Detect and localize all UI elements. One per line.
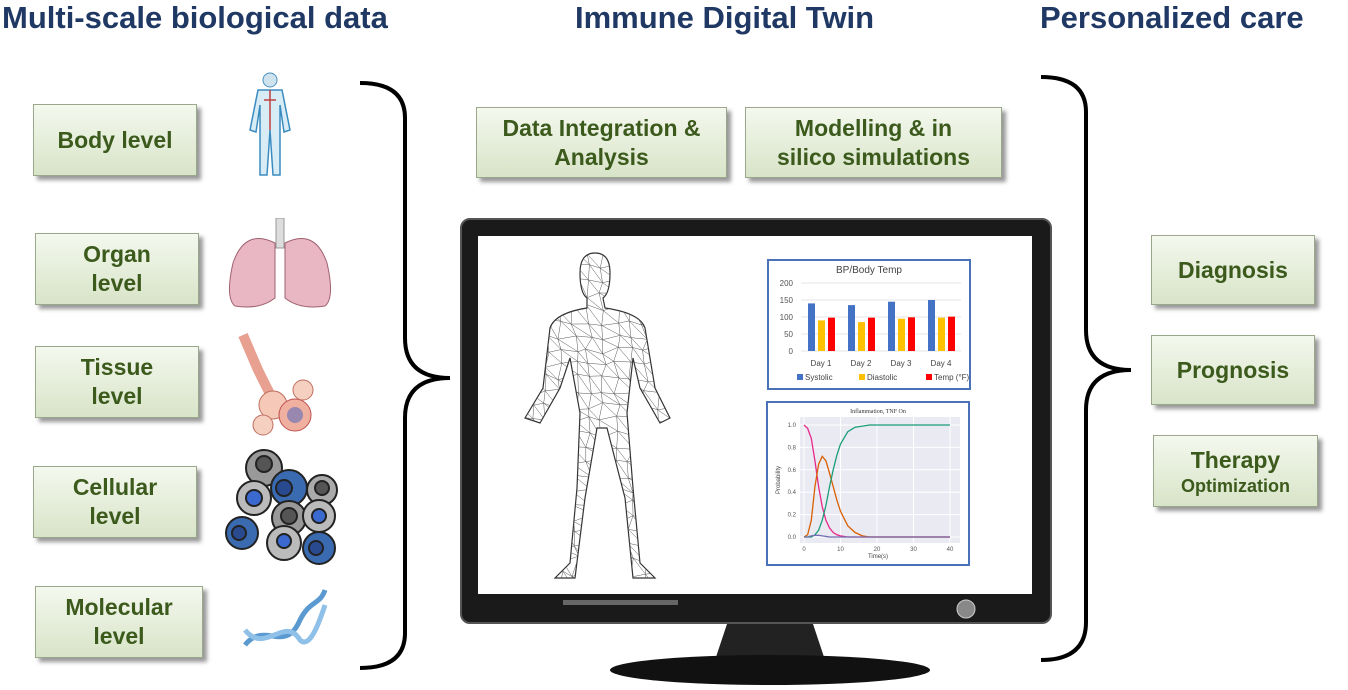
x-tick-label: Day 4 xyxy=(931,359,952,368)
bar-Systolic xyxy=(928,300,935,351)
legend-label: Systolic xyxy=(805,373,833,382)
y-tick-label: 1.0 xyxy=(788,423,797,429)
label: Data Integration & xyxy=(502,114,701,141)
bar-Temp (°F) xyxy=(828,317,835,351)
y-tick-label: 150 xyxy=(780,296,794,305)
title-personalized-care: Personalized care xyxy=(1040,0,1304,35)
bar-Systolic xyxy=(848,305,855,351)
chart-title: BP/Body Temp xyxy=(836,265,902,276)
power-button-icon[interactable] xyxy=(955,598,977,620)
label: Prognosis xyxy=(1176,356,1290,383)
label: Organ xyxy=(83,241,151,267)
dna-icon xyxy=(243,589,328,647)
box-data-integration: Data Integration & Analysis xyxy=(476,107,727,178)
y-tick-label: 100 xyxy=(780,313,794,322)
bar-Temp (°F) xyxy=(868,317,875,351)
line-chart: Inflammation, TNF On 0.0 0.2 0.4 0.6 0.8 1.0 0 1… xyxy=(776,408,960,560)
x-tick-label: 30 xyxy=(910,547,917,553)
label: Cellular xyxy=(72,474,158,500)
title-multiscale: Multi-scale biological data xyxy=(2,0,388,35)
left-brace-icon xyxy=(359,81,451,670)
box-modelling: Modelling & in silico simulations xyxy=(745,107,1002,178)
y-axis-label: Probability xyxy=(776,466,782,494)
legend-swatch xyxy=(797,374,803,380)
y-tick-label: 0.2 xyxy=(788,513,797,519)
label: Optimization xyxy=(1181,475,1290,496)
legend-swatch xyxy=(859,374,865,380)
monitor-buttons-icon xyxy=(563,600,678,605)
box-organ-level: Organ level xyxy=(35,233,199,305)
lungs-icon xyxy=(229,218,331,308)
box-diagnosis: Diagnosis xyxy=(1151,235,1315,305)
bar-Temp (°F) xyxy=(908,317,915,351)
label: Body level xyxy=(57,126,173,153)
right-brace-icon xyxy=(1040,75,1132,662)
label: level xyxy=(91,270,143,296)
alveoli-tissue-icon xyxy=(238,333,314,436)
cells-icon xyxy=(225,449,338,565)
box-tissue-level: Tissue level xyxy=(35,346,199,418)
series-line xyxy=(804,534,950,538)
x-tick-label: 40 xyxy=(947,547,954,553)
chart-title: Inflammation, TNF On xyxy=(850,408,906,415)
x-tick-label: Day 3 xyxy=(891,359,912,368)
bar-Systolic xyxy=(888,301,895,351)
legend-label: Diastolic xyxy=(867,373,897,382)
label: Analysis xyxy=(554,143,649,170)
label: Diagnosis xyxy=(1178,256,1288,283)
series-line xyxy=(804,424,950,538)
y-tick-label: 50 xyxy=(784,330,793,339)
monitor-stand-icon xyxy=(610,615,930,685)
y-tick-label: 0.4 xyxy=(788,490,797,496)
bar-Diastolic xyxy=(858,322,865,351)
human-body-icon xyxy=(249,72,291,176)
label: Therapy xyxy=(1190,446,1281,473)
line-chart-panel: Inflammation, TNF On 0.0 0.2 0.4 0.6 0.8 1.0 0 1… xyxy=(766,401,970,566)
bar-Systolic xyxy=(808,303,815,351)
bar-Diastolic xyxy=(818,320,825,351)
bar-Temp (°F) xyxy=(948,316,955,351)
label: Tissue xyxy=(80,354,154,380)
y-tick-label: 0.6 xyxy=(788,468,797,474)
label: Molecular xyxy=(65,594,173,620)
y-tick-label: 0.0 xyxy=(788,535,797,541)
bar-Diastolic xyxy=(938,317,945,351)
y-tick-label: 0.8 xyxy=(788,445,797,451)
label: silico simulations xyxy=(777,143,970,170)
x-tick-label: 0 xyxy=(802,547,806,553)
x-tick-label: 20 xyxy=(874,547,881,553)
label: Modelling & in xyxy=(794,114,953,141)
box-body-level: Body level xyxy=(33,104,197,176)
legend-swatch xyxy=(926,374,932,380)
x-axis-label: Time(s) xyxy=(868,554,888,560)
y-tick-label: 200 xyxy=(780,279,794,288)
box-prognosis: Prognosis xyxy=(1151,335,1315,405)
mesh-human-figure-icon xyxy=(524,252,671,579)
plot-area xyxy=(800,417,960,543)
legend-label: Temp (°F) xyxy=(934,373,969,382)
label: level xyxy=(89,503,141,529)
x-tick-label: Day 1 xyxy=(811,359,832,368)
bar-chart-panel: BP/Body Temp 0 50 100 150 200 Day 1 Day 2 Day 3 D… xyxy=(767,259,971,390)
bar-chart: BP/Body Temp 0 50 100 150 200 Day 1 Day 2 Day 3 D… xyxy=(780,265,970,382)
x-tick-label: Day 2 xyxy=(851,359,872,368)
x-tick-label: 10 xyxy=(837,547,844,553)
title-digital-twin: Immune Digital Twin xyxy=(575,0,875,35)
label: level xyxy=(91,383,143,409)
box-molecular-level: Molecular level xyxy=(35,586,203,658)
bar-Diastolic xyxy=(898,318,905,351)
box-cellular-level: Cellular level xyxy=(33,466,197,538)
y-tick-label: 0 xyxy=(789,347,794,356)
label: level xyxy=(93,623,145,649)
box-therapy: Therapy Optimization xyxy=(1153,435,1318,507)
